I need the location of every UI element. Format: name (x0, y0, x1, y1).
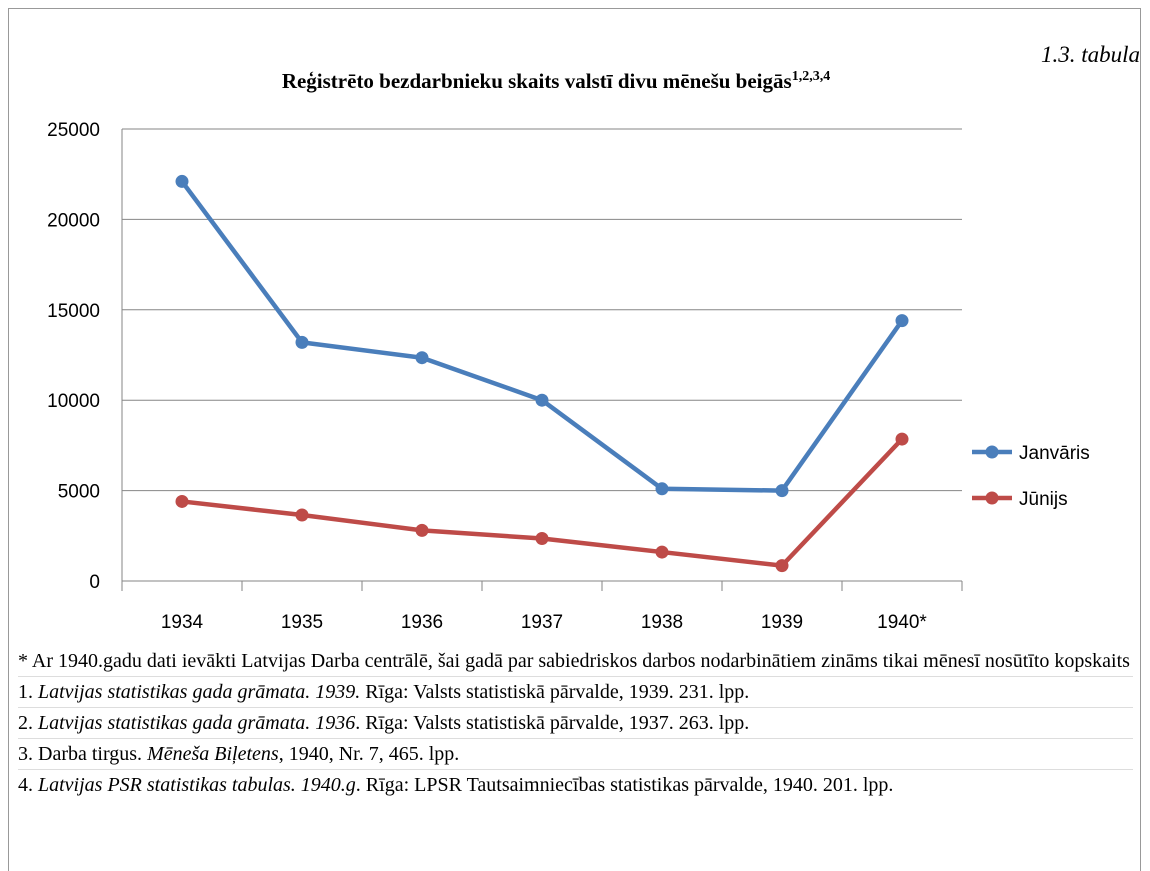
data-point (655, 482, 669, 496)
x-tick-label: 1940* (877, 612, 927, 633)
footnote-text: 4. (18, 774, 38, 796)
footnote-text: . Rīga: LPSR Tautsaimniecības statistika… (355, 774, 894, 796)
footnote-text: Latvijas statistikas gada grāmata. 1936 (38, 712, 356, 734)
footnote-text: 1. (18, 681, 38, 703)
footnote: 4. Latvijas PSR statistikas tabulas. 194… (18, 770, 1133, 800)
y-tick-label: 0 (89, 572, 100, 593)
data-point (775, 484, 789, 498)
title-text: Reģistrēto bezdarbnieku skaits valstī di… (282, 69, 792, 93)
x-tick-label: 1938 (641, 612, 683, 633)
title-superscript: 1,2,3,4 (792, 69, 831, 84)
legend-label: Jūnijs (1019, 489, 1068, 510)
data-point (295, 508, 309, 522)
footnote-text: 2. (18, 712, 38, 734)
footnote: 3. Darba tirgus. Mēneša Biļetens, 1940, … (18, 739, 1133, 770)
y-tick-label: 25000 (47, 120, 100, 141)
footnote-text: * Ar 1940.gadu dati ievākti Latvijas Dar… (18, 650, 1130, 672)
data-point (295, 335, 309, 349)
footnote-text: , 1940, Nr. 7, 465. lpp. (278, 743, 460, 765)
y-tick-label: 10000 (47, 391, 100, 412)
data-point (895, 314, 909, 328)
x-tick-label: 1936 (401, 612, 443, 633)
footnote-text: Mēneša Biļetens (147, 743, 279, 765)
data-point (415, 523, 429, 537)
data-point (775, 559, 789, 573)
footnote: 2. Latvijas statistikas gada grāmata. 19… (18, 708, 1133, 739)
y-tick-label: 20000 (47, 210, 100, 231)
chart: 1.3. tabula Reģistrēto bezdarbnieku skai… (47, 42, 1140, 633)
legend-marker (985, 491, 999, 505)
series-line (181, 437, 904, 568)
footnote: 1. Latvijas statistikas gada grāmata. 19… (18, 677, 1133, 708)
data-point (655, 545, 669, 559)
data-point (535, 393, 549, 407)
data-point (175, 174, 189, 188)
x-tick-label: 1935 (281, 612, 323, 633)
footnotes: * Ar 1940.gadu dati ievākti Latvijas Dar… (18, 646, 1133, 800)
y-tick-label: 5000 (58, 482, 100, 503)
data-point (535, 532, 549, 546)
footnote-text: . Rīga: Valsts statistiskā pārvalde, 193… (355, 712, 750, 734)
frame (8, 8, 1141, 871)
data-point (415, 351, 429, 365)
chart-title: Reģistrēto bezdarbnieku skaits valstī di… (282, 69, 830, 93)
footnote: * Ar 1940.gadu dati ievākti Latvijas Dar… (18, 646, 1133, 677)
x-tick-label: 1939 (761, 612, 803, 633)
y-tick-label: 15000 (47, 301, 100, 322)
legend-marker (985, 445, 999, 459)
data-point (895, 432, 909, 446)
x-tick-label: 1937 (521, 612, 563, 633)
legend-label: Janvāris (1019, 443, 1090, 464)
footnote-text: Rīga: Valsts statistiskā pārvalde, 1939.… (360, 681, 750, 703)
footnote-text: Latvijas statistikas gada grāmata. 1939. (38, 681, 361, 703)
x-tick-label: 1934 (161, 612, 204, 633)
data-point (175, 494, 189, 508)
table-label: 1.3. tabula (1041, 42, 1140, 67)
series-line (180, 180, 904, 493)
footnote-text: Latvijas PSR statistikas tabulas. 1940.g (38, 774, 356, 796)
footnote-text: 3. Darba tirgus. (18, 743, 148, 765)
